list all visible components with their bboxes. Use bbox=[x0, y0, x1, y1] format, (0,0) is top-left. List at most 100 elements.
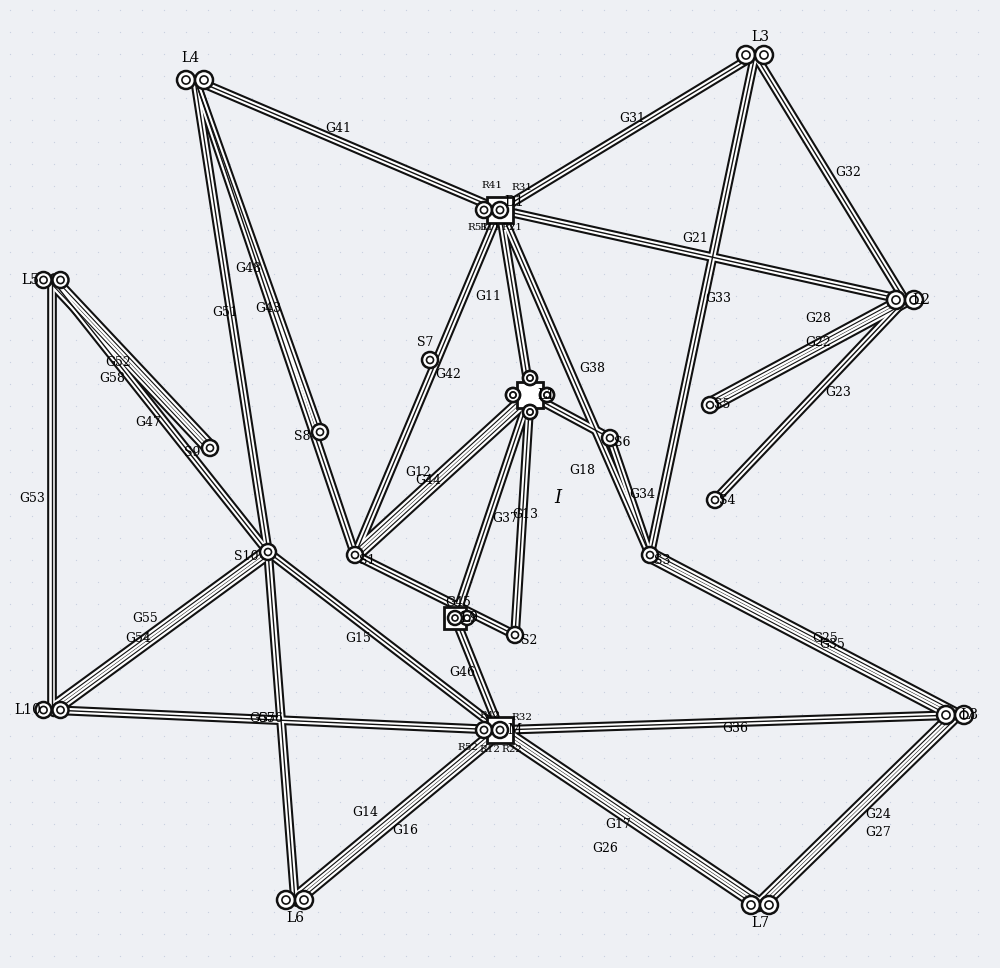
Circle shape bbox=[177, 71, 195, 89]
Circle shape bbox=[480, 726, 488, 734]
Text: G34: G34 bbox=[629, 489, 655, 501]
Text: G13: G13 bbox=[512, 508, 538, 522]
Text: G58: G58 bbox=[99, 372, 125, 384]
Text: I: I bbox=[554, 489, 562, 507]
Text: G17: G17 bbox=[605, 819, 631, 832]
Circle shape bbox=[523, 371, 537, 385]
Circle shape bbox=[506, 388, 520, 402]
Circle shape bbox=[448, 611, 462, 625]
FancyBboxPatch shape bbox=[517, 382, 543, 408]
Circle shape bbox=[955, 706, 973, 724]
Circle shape bbox=[492, 722, 508, 738]
Circle shape bbox=[527, 409, 533, 415]
Circle shape bbox=[540, 388, 554, 402]
Circle shape bbox=[464, 615, 470, 621]
Circle shape bbox=[706, 402, 714, 408]
Text: S6: S6 bbox=[614, 437, 630, 449]
Circle shape bbox=[737, 46, 755, 64]
Text: R42: R42 bbox=[480, 711, 501, 719]
Circle shape bbox=[492, 202, 508, 218]
Text: G45: G45 bbox=[445, 595, 471, 609]
Circle shape bbox=[942, 711, 950, 719]
Circle shape bbox=[40, 707, 47, 713]
Circle shape bbox=[496, 206, 504, 214]
Circle shape bbox=[207, 444, 214, 451]
Circle shape bbox=[960, 711, 968, 719]
Text: G57: G57 bbox=[249, 711, 275, 724]
Text: G51: G51 bbox=[212, 306, 238, 318]
Circle shape bbox=[887, 291, 905, 309]
Text: R32: R32 bbox=[512, 713, 532, 722]
Text: D1: D1 bbox=[504, 195, 524, 209]
Circle shape bbox=[316, 429, 324, 436]
Text: G15: G15 bbox=[345, 631, 371, 645]
Text: G38: G38 bbox=[579, 361, 605, 375]
Circle shape bbox=[905, 291, 923, 309]
FancyBboxPatch shape bbox=[487, 197, 513, 223]
Circle shape bbox=[52, 272, 68, 288]
Text: G55: G55 bbox=[132, 612, 158, 624]
Text: G44: G44 bbox=[415, 473, 441, 487]
Circle shape bbox=[476, 722, 492, 738]
Text: G35: G35 bbox=[819, 639, 845, 651]
Text: M: M bbox=[507, 723, 521, 737]
Text: G23: G23 bbox=[825, 385, 851, 399]
Circle shape bbox=[264, 549, 272, 556]
Circle shape bbox=[460, 611, 474, 625]
Text: G28: G28 bbox=[805, 312, 831, 324]
Text: G12: G12 bbox=[405, 466, 431, 478]
Circle shape bbox=[202, 440, 218, 456]
Text: G37: G37 bbox=[492, 511, 518, 525]
Circle shape bbox=[277, 891, 295, 909]
Text: G42: G42 bbox=[435, 369, 461, 381]
Circle shape bbox=[742, 896, 760, 914]
Circle shape bbox=[512, 631, 518, 639]
Text: L2: L2 bbox=[912, 293, 930, 307]
Text: L10: L10 bbox=[15, 703, 41, 717]
Text: G22: G22 bbox=[805, 336, 831, 348]
Text: L6: L6 bbox=[286, 911, 304, 925]
Text: G33: G33 bbox=[705, 291, 731, 305]
Circle shape bbox=[496, 726, 504, 734]
Circle shape bbox=[426, 356, 434, 364]
Circle shape bbox=[57, 707, 64, 713]
Circle shape bbox=[712, 497, 718, 503]
Text: G25: G25 bbox=[812, 631, 838, 645]
Text: G11: G11 bbox=[475, 290, 501, 304]
Circle shape bbox=[892, 296, 900, 304]
Text: S5: S5 bbox=[714, 399, 730, 411]
Text: S10: S10 bbox=[234, 551, 258, 563]
Circle shape bbox=[742, 51, 750, 59]
Circle shape bbox=[295, 891, 313, 909]
Circle shape bbox=[506, 388, 520, 402]
Circle shape bbox=[760, 896, 778, 914]
Text: G47: G47 bbox=[135, 415, 161, 429]
Circle shape bbox=[544, 392, 550, 398]
Circle shape bbox=[937, 706, 955, 724]
Text: R12: R12 bbox=[480, 745, 501, 754]
Circle shape bbox=[646, 552, 654, 559]
Circle shape bbox=[540, 388, 554, 402]
Circle shape bbox=[36, 272, 52, 288]
Circle shape bbox=[747, 901, 755, 909]
Text: S4: S4 bbox=[719, 494, 735, 506]
Circle shape bbox=[40, 277, 47, 284]
Text: R51: R51 bbox=[468, 224, 488, 232]
Circle shape bbox=[707, 492, 723, 508]
Circle shape bbox=[910, 296, 918, 304]
Text: L9: L9 bbox=[460, 611, 478, 625]
Circle shape bbox=[765, 901, 773, 909]
Circle shape bbox=[476, 202, 492, 218]
Circle shape bbox=[527, 409, 533, 415]
Circle shape bbox=[52, 702, 68, 718]
Circle shape bbox=[182, 76, 190, 84]
Circle shape bbox=[523, 405, 537, 419]
Text: G18: G18 bbox=[569, 464, 595, 476]
Text: G41: G41 bbox=[325, 122, 351, 135]
Circle shape bbox=[200, 76, 208, 84]
Circle shape bbox=[606, 435, 614, 441]
Circle shape bbox=[422, 352, 438, 368]
Circle shape bbox=[312, 424, 328, 440]
Circle shape bbox=[36, 702, 52, 718]
Circle shape bbox=[523, 371, 537, 385]
